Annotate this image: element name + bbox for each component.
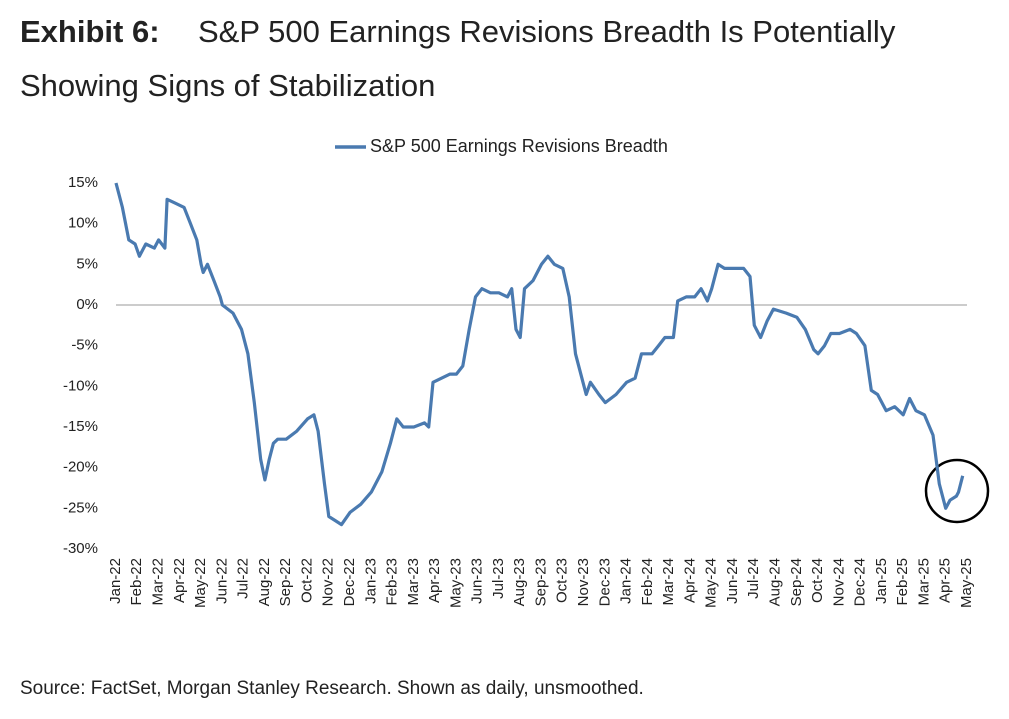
title-prefix: Exhibit 6: <box>20 14 160 49</box>
x-tick-label: Sep-23 <box>532 558 549 606</box>
x-tick-label: Apr-23 <box>426 558 443 603</box>
y-tick-label: -20% <box>63 459 98 476</box>
x-tick-label: Jan-24 <box>618 558 635 604</box>
y-tick-label: 5% <box>76 255 98 272</box>
x-tick-label: Jul-24 <box>745 558 762 599</box>
x-tick-label: Jul-23 <box>490 558 507 599</box>
x-tick-label: Jun-23 <box>469 558 486 604</box>
y-tick-label: -30% <box>63 540 98 557</box>
x-tick-label: Sep-22 <box>277 558 294 606</box>
x-tick-label: Jan-23 <box>362 558 379 604</box>
x-tick-label: Jun-22 <box>213 558 230 604</box>
title-line: Showing Signs of Stabilization <box>20 68 435 103</box>
x-tick-label: Feb-22 <box>128 558 145 606</box>
y-tick-label: -5% <box>71 337 98 354</box>
legend-label: S&P 500 Earnings Revisions Breadth <box>370 136 668 156</box>
y-tick-label: 10% <box>68 215 98 232</box>
x-tick-label: Mar-24 <box>660 558 677 606</box>
x-tick-label: Oct-23 <box>554 558 571 603</box>
x-tick-label: May-24 <box>703 558 720 608</box>
x-tick-label: Feb-24 <box>639 558 656 606</box>
x-tick-label: Apr-25 <box>937 558 954 603</box>
x-tick-label: Feb-23 <box>384 558 401 606</box>
x-tick-label: Jan-22 <box>107 558 124 604</box>
x-tick-label: Feb-25 <box>894 558 911 606</box>
x-tick-label: Aug-22 <box>256 558 273 606</box>
x-tick-label: Oct-22 <box>298 558 315 603</box>
x-tick-label: Oct-24 <box>809 558 826 603</box>
x-tick-label: Apr-24 <box>681 558 698 603</box>
y-tick-label: -25% <box>63 499 98 516</box>
x-tick-label: Dec-22 <box>341 558 358 606</box>
x-tick-label: Jul-22 <box>235 558 252 599</box>
source-note: Source: FactSet, Morgan Stanley Research… <box>20 678 644 699</box>
x-tick-label: Apr-22 <box>171 558 188 603</box>
x-tick-label: Jan-25 <box>873 558 890 604</box>
data-line <box>114 182 965 527</box>
x-tick-label: Dec-24 <box>852 558 869 606</box>
x-tick-label: Mar-22 <box>150 558 167 606</box>
x-tick-label: May-22 <box>192 558 209 608</box>
x-tick-label: Aug-23 <box>511 558 528 606</box>
x-tick-label: Jun-24 <box>724 558 741 604</box>
highlight-circle <box>924 458 990 524</box>
x-tick-label: Nov-22 <box>320 558 337 606</box>
x-tick-label: Nov-24 <box>830 558 847 606</box>
x-tick-label: Mar-25 <box>915 558 932 606</box>
y-tick-label: -10% <box>63 377 98 394</box>
chart-title: S&P 500 Earnings Revisions Breadth Is Po… <box>20 14 896 103</box>
y-tick-label: -15% <box>63 418 98 435</box>
x-tick-label: Dec-23 <box>596 558 613 606</box>
x-tick-label: Nov-23 <box>575 558 592 606</box>
x-tick-label: Aug-24 <box>766 558 783 606</box>
x-tick-label: Sep-24 <box>788 558 805 606</box>
y-tick-label: 15% <box>68 174 98 191</box>
y-tick-label: 0% <box>76 296 98 313</box>
x-tick-label: Mar-23 <box>405 558 422 606</box>
x-tick-label: May-23 <box>447 558 464 608</box>
title-line: S&P 500 Earnings Revisions Breadth Is Po… <box>198 14 896 49</box>
x-tick-label: May-25 <box>958 558 975 608</box>
